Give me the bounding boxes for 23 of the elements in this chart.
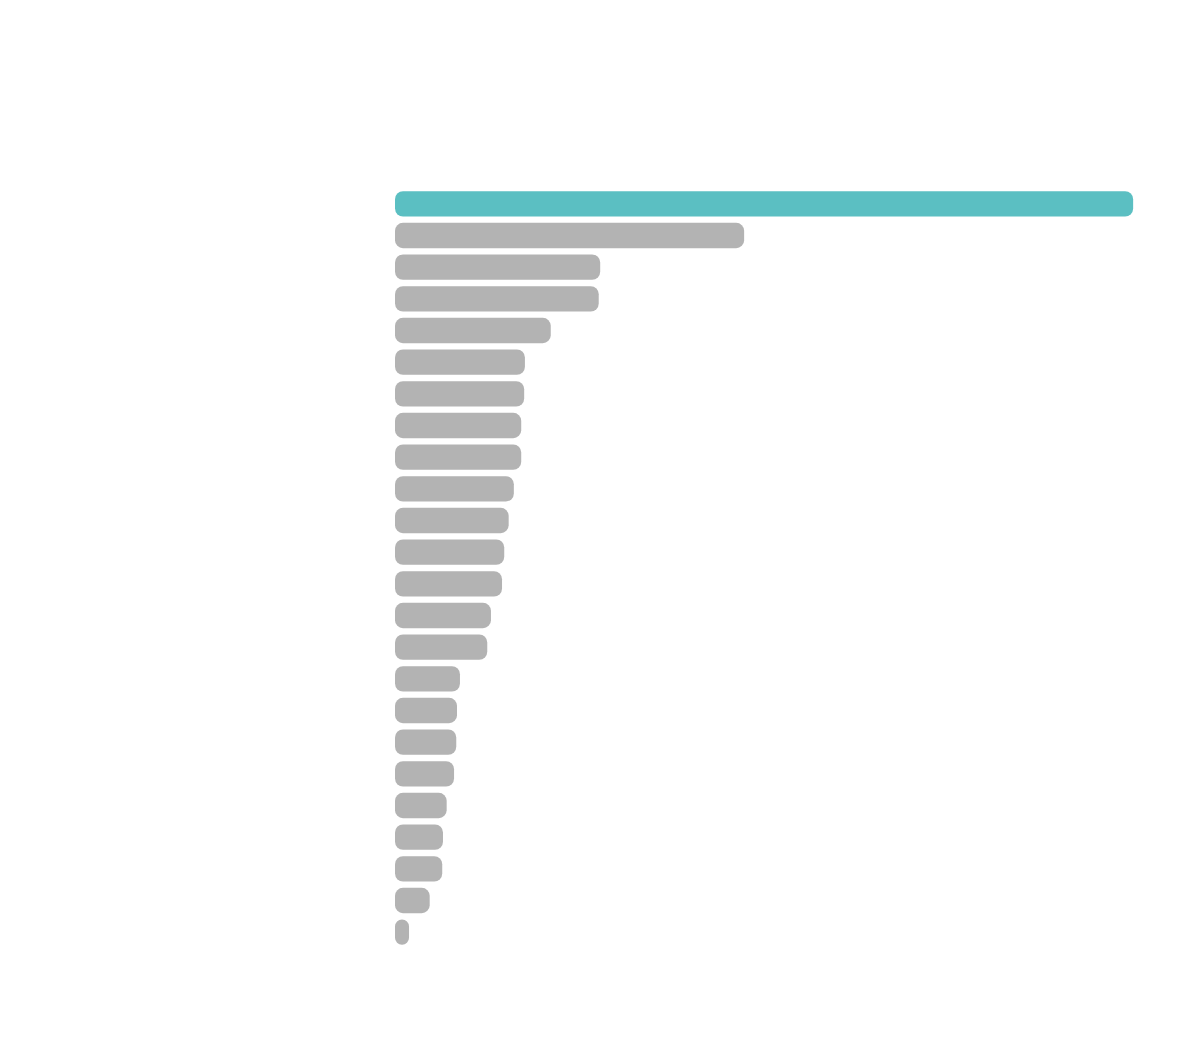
- bar: [395, 761, 455, 787]
- bar: [395, 349, 525, 375]
- bar: [395, 412, 522, 439]
- bar: [395, 317, 551, 344]
- bar: [395, 191, 1134, 217]
- bar: [395, 602, 491, 629]
- bar: [395, 507, 509, 534]
- bar: [395, 634, 488, 660]
- bar: [395, 856, 443, 882]
- bar: [395, 887, 430, 914]
- bar: [395, 254, 601, 280]
- bar: [395, 286, 599, 312]
- bar: [395, 476, 514, 502]
- bar: [395, 792, 447, 819]
- bar: [395, 729, 457, 755]
- bar: [395, 697, 457, 724]
- bar: [395, 444, 522, 470]
- bar: [395, 222, 745, 249]
- bar: [395, 381, 525, 407]
- bar: [395, 539, 505, 565]
- bar: [395, 824, 443, 850]
- bar: [395, 666, 460, 692]
- bar: [395, 571, 503, 597]
